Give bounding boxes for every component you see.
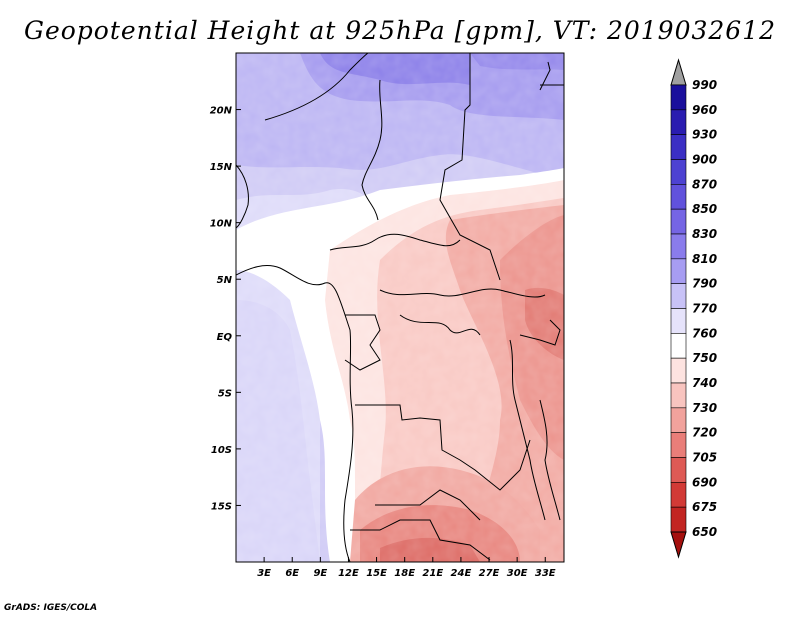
- colorbar-label: 730: [692, 401, 717, 415]
- colorbar-swatch: [670, 308, 687, 334]
- colorbar-label: 990: [692, 78, 717, 92]
- colorbar-label: 870: [692, 177, 717, 191]
- colorbar-label: 650: [692, 525, 717, 539]
- lat-label: EQ: [217, 332, 233, 343]
- latitude-axis: 20N 15N 10N 5N EQ 5S 10S 15S: [210, 106, 241, 512]
- colorbar-label: 760: [692, 326, 717, 340]
- colorbar-swatch: [670, 84, 687, 111]
- lat-label: 10S: [211, 445, 232, 456]
- lon-label: 12E: [338, 568, 359, 579]
- lon-label: 3E: [257, 568, 271, 579]
- colorbar-label: 750: [692, 351, 717, 365]
- map-frame: [235, 52, 565, 563]
- map-title: Geopotential Height at 925hPa [gpm], VT:…: [23, 16, 777, 45]
- colorbar: 990 960 930 900 870 850 830 810 790 770 760 750 740 7…: [670, 58, 717, 559]
- lon-label: 33E: [535, 568, 556, 579]
- colorbar-swatch: [670, 506, 687, 533]
- lon-label: 6E: [285, 568, 299, 579]
- colorbar-label: 720: [692, 426, 717, 440]
- colorbar-label: 830: [692, 227, 717, 241]
- colorbar-label: 705: [692, 451, 717, 465]
- colorbar-swatch: [670, 109, 687, 135]
- colorbar-label: 900: [692, 153, 717, 167]
- lon-label: 18E: [394, 568, 415, 579]
- height-field: [236, 53, 564, 562]
- colorbar-swatch: [670, 482, 687, 508]
- colorbar-swatch: [670, 208, 687, 235]
- colorbar-swatch: [670, 382, 687, 409]
- colorbar-swatch: [670, 357, 687, 384]
- colorbar-label: 810: [692, 252, 717, 266]
- colorbar-swatch: [670, 283, 687, 309]
- colorbar-swatch: [670, 134, 687, 160]
- colorbar-bottom-arrow: [670, 531, 687, 559]
- lon-label: 15E: [366, 568, 387, 579]
- colorbar-swatch: [670, 407, 687, 433]
- colorbar-swatch: [670, 258, 687, 284]
- lon-label: 9E: [313, 568, 327, 579]
- colorbar-label: 790: [692, 277, 717, 291]
- lon-label: 27E: [479, 568, 500, 579]
- colorbar-label: 675: [692, 500, 717, 514]
- colorbar-swatch: [670, 184, 687, 210]
- colorbar-label: 770: [692, 302, 717, 316]
- colorbar-label: 850: [692, 202, 717, 216]
- lat-label: 10N: [210, 219, 233, 230]
- coastlines-borders: [236, 53, 564, 562]
- colorbar-swatch: [670, 159, 687, 185]
- colorbar-swatch: [670, 432, 687, 458]
- grads-credit: GrADS: IGES/COLA: [4, 603, 98, 613]
- colorbar-label: 740: [692, 376, 717, 390]
- lat-label: 5N: [217, 275, 233, 286]
- colorbar-label: 930: [692, 128, 717, 142]
- colorbar-top-arrow: [670, 58, 687, 86]
- lon-label: 30E: [507, 568, 528, 579]
- colorbar-label: 690: [692, 475, 717, 489]
- lon-label: 21E: [422, 568, 443, 579]
- lat-label: 15S: [211, 501, 232, 512]
- colorbar-swatch: [670, 233, 687, 260]
- colorbar-label: 960: [692, 103, 717, 117]
- colorbar-swatch: [670, 333, 687, 359]
- colorbar-swatch: [670, 457, 687, 483]
- longitude-axis: 3E 6E 9E 12E 15E 18E 21E 24E 27E 30E 33E: [257, 557, 556, 579]
- lon-label: 24E: [451, 568, 472, 579]
- lat-label: 15N: [210, 162, 233, 173]
- lat-label: 20N: [210, 106, 233, 117]
- lat-label: 5S: [218, 388, 232, 399]
